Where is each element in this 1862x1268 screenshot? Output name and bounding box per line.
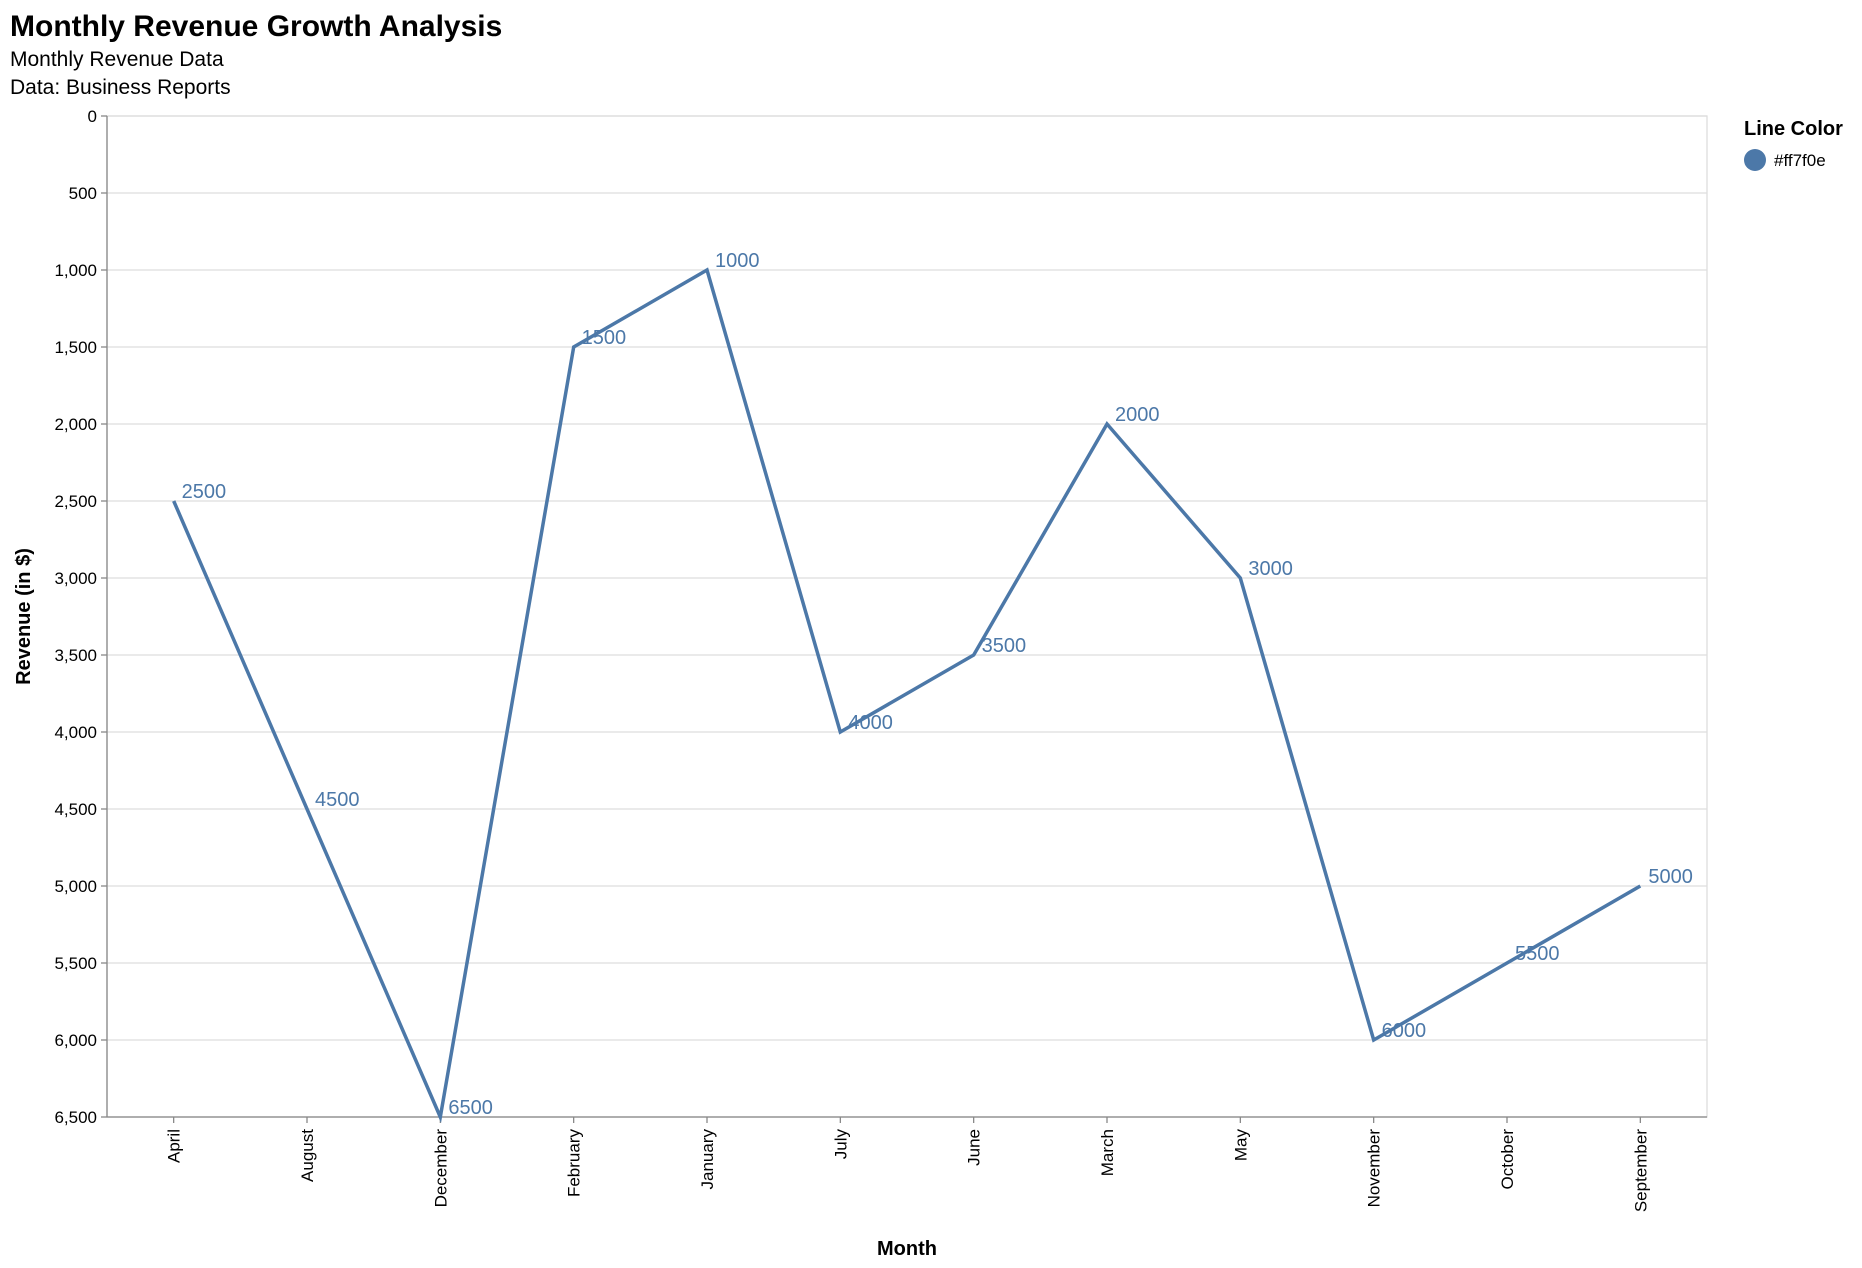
x-tick-label: October — [1498, 1129, 1517, 1190]
plot-frame — [107, 116, 1707, 1117]
y-tick-label: 2,000 — [54, 415, 97, 434]
data-label: 6500 — [448, 1097, 493, 1119]
y-tick-label: 1,000 — [54, 261, 97, 280]
data-label: 4500 — [315, 789, 360, 811]
chart-title: Monthly Revenue Growth Analysis — [10, 10, 502, 43]
y-tick-label: 1,500 — [54, 338, 97, 357]
data-label: 3000 — [1248, 558, 1293, 580]
data-label: 3500 — [982, 635, 1027, 657]
data-label: 2500 — [182, 481, 227, 503]
legend: Line Color #ff7f0e — [1744, 118, 1843, 171]
x-tick-label: August — [298, 1129, 317, 1182]
y-tick-label: 6,500 — [54, 1108, 97, 1127]
legend-swatch-icon — [1744, 149, 1766, 171]
data-label: 2000 — [1115, 404, 1160, 426]
x-tick-label: June — [965, 1129, 984, 1166]
y-tick-label: 4,000 — [54, 723, 97, 742]
chart-subtitle-line-1: Monthly Revenue Data — [10, 48, 224, 71]
x-tick-label: April — [165, 1129, 184, 1163]
x-tick-label: September — [1631, 1129, 1650, 1212]
data-label: 5500 — [1515, 943, 1560, 965]
y-tick-label: 500 — [69, 184, 97, 203]
x-tick-label: December — [431, 1129, 450, 1208]
y-tick-label: 5,500 — [54, 954, 97, 973]
data-label: 4000 — [848, 712, 893, 734]
data-label: 5000 — [1648, 866, 1693, 888]
y-axis-title: Revenue (in $) — [13, 548, 35, 685]
x-tick-label: March — [1098, 1129, 1117, 1176]
legend-title: Line Color — [1744, 118, 1843, 140]
data-label: 1000 — [715, 250, 760, 272]
data-label: 6000 — [1382, 1020, 1427, 1042]
x-tick-label: July — [831, 1129, 850, 1160]
x-tick-label: May — [1231, 1129, 1250, 1162]
revenue-line — [174, 270, 1641, 1117]
y-tick-label: 0 — [88, 107, 97, 126]
y-tick-label: 3,000 — [54, 569, 97, 588]
y-tick-label: 2,500 — [54, 492, 97, 511]
x-axis-ticks: April August December February January July Ju… — [165, 1117, 1651, 1212]
legend-entry-label: #ff7f0e — [1774, 151, 1826, 170]
data-labels: 2500 4500 6500 1500 1000 4000 3500 2000 3000 6000… — [182, 250, 1693, 1119]
x-tick-label: January — [698, 1129, 717, 1190]
y-tick-label: 3,500 — [54, 646, 97, 665]
y-tick-label: 4,500 — [54, 800, 97, 819]
y-tick-label: 5,000 — [54, 877, 97, 896]
x-tick-label: November — [1365, 1129, 1384, 1208]
y-axis-ticks: 0 500 1,000 1,500 2,000 2,500 3,000 3,500 4,000 4… — [54, 107, 107, 1127]
y-tick-label: 6,000 — [54, 1031, 97, 1050]
data-label: 1500 — [582, 327, 627, 349]
gridlines — [107, 116, 1707, 1117]
x-axis-title: Month — [877, 1238, 937, 1260]
x-tick-label: February — [565, 1129, 584, 1198]
chart-subtitle-line-2: Data: Business Reports — [10, 76, 231, 99]
